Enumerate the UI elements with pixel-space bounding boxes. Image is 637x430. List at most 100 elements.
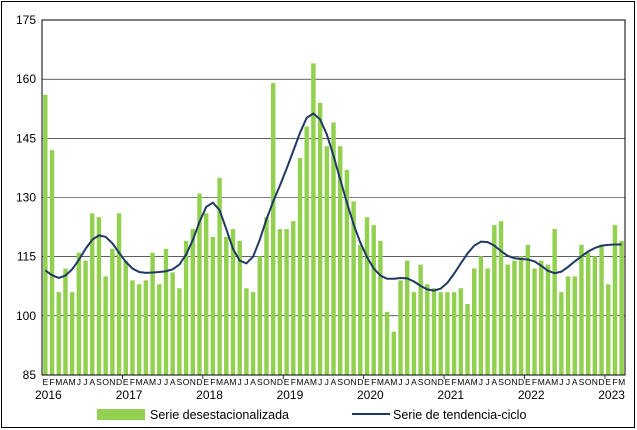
x-month-label: S [177, 377, 183, 387]
x-month-label: D [438, 377, 444, 387]
bar [83, 260, 88, 375]
bar [136, 284, 142, 375]
bar [203, 213, 209, 375]
bar [498, 221, 504, 375]
x-month-label: A [250, 377, 256, 387]
x-year-label: 2020 [357, 388, 384, 402]
bar [257, 256, 262, 375]
x-month-label: M [229, 377, 236, 387]
x-month-label: J [566, 377, 570, 387]
bar [405, 260, 410, 375]
x-month-label: S [96, 377, 102, 387]
bar [183, 240, 189, 375]
bar [552, 229, 557, 375]
bar [317, 102, 323, 375]
x-month-label: F [452, 377, 457, 387]
x-month-label: M [149, 377, 156, 387]
x-month-label: F [291, 377, 296, 387]
bar [297, 158, 303, 375]
bar [163, 248, 169, 375]
bar [43, 94, 48, 375]
x-month-label: M [471, 377, 478, 387]
x-month-label: E [284, 377, 290, 387]
bar [411, 292, 417, 375]
bar [492, 225, 497, 375]
x-month-label: A [572, 377, 578, 387]
bar [270, 83, 276, 375]
x-month-label: M [551, 377, 558, 387]
bar [478, 256, 484, 375]
x-month-label: N [431, 377, 437, 387]
bar [619, 240, 624, 375]
x-year-label: 2022 [518, 388, 545, 402]
bar [606, 284, 611, 375]
bar [572, 276, 577, 375]
x-month-label: J [486, 377, 490, 387]
x-month-label: D [196, 377, 202, 387]
bar [264, 217, 269, 375]
bar [277, 229, 283, 375]
bar [472, 268, 477, 375]
x-month-label: A [63, 377, 69, 387]
x-month-label: A [491, 377, 497, 387]
x-month-label: J [559, 377, 563, 387]
x-month-label: F [532, 377, 537, 387]
bar [337, 146, 343, 375]
bar [612, 225, 618, 375]
y-axis: 85 100 115 130 145 160 175 [16, 13, 36, 382]
bar [76, 252, 82, 375]
x-month-label: J [157, 377, 161, 387]
x-month-label: S [579, 377, 585, 387]
bar [90, 213, 95, 375]
bar [63, 268, 68, 375]
y-tick-label: 85 [23, 368, 37, 382]
x-month-label: O [263, 377, 270, 387]
bar [49, 150, 55, 375]
x-month-label: D [277, 377, 283, 387]
bar [69, 292, 75, 375]
x-month-label: F [210, 377, 215, 387]
bar [559, 292, 564, 375]
x-month-label: F [130, 377, 135, 387]
bar [96, 217, 102, 375]
bar [157, 284, 162, 375]
x-month-label: O [183, 377, 190, 387]
x-month-label: A [170, 377, 176, 387]
bar [244, 288, 249, 375]
bar [103, 276, 108, 375]
legend-label-line: Serie de tendencia-ciclo [393, 408, 526, 422]
x-month-label: D [116, 377, 122, 387]
bar [190, 229, 195, 375]
bar [391, 331, 397, 375]
bar [512, 260, 517, 375]
x-month-label: N [511, 377, 517, 387]
x-month-label: A [384, 377, 390, 387]
x-month-label: S [418, 377, 424, 387]
bar [425, 284, 430, 375]
trend-line [44, 112, 622, 292]
x-month-label: J [77, 377, 81, 387]
x-month-label: E [43, 377, 49, 387]
bar [210, 236, 216, 375]
bar [518, 256, 524, 375]
plot-area [41, 19, 626, 376]
bar [150, 252, 155, 375]
bar [143, 280, 149, 375]
x-month-label: M [216, 377, 223, 387]
bar [445, 292, 450, 375]
bar [217, 177, 222, 375]
x-month-label: A [223, 377, 229, 387]
x-year-label: 2021 [437, 388, 464, 402]
y-tick-label: 160 [16, 72, 36, 86]
bar [110, 248, 115, 375]
bar [418, 264, 423, 375]
bar [579, 244, 584, 375]
x-month-label: M [55, 377, 62, 387]
x-month-label: M [538, 377, 545, 387]
x-month-label: E [123, 377, 129, 387]
x-month-label: O [504, 377, 511, 387]
x-month-label: J [318, 377, 322, 387]
x-month-label: N [592, 377, 598, 387]
bar [539, 260, 544, 375]
